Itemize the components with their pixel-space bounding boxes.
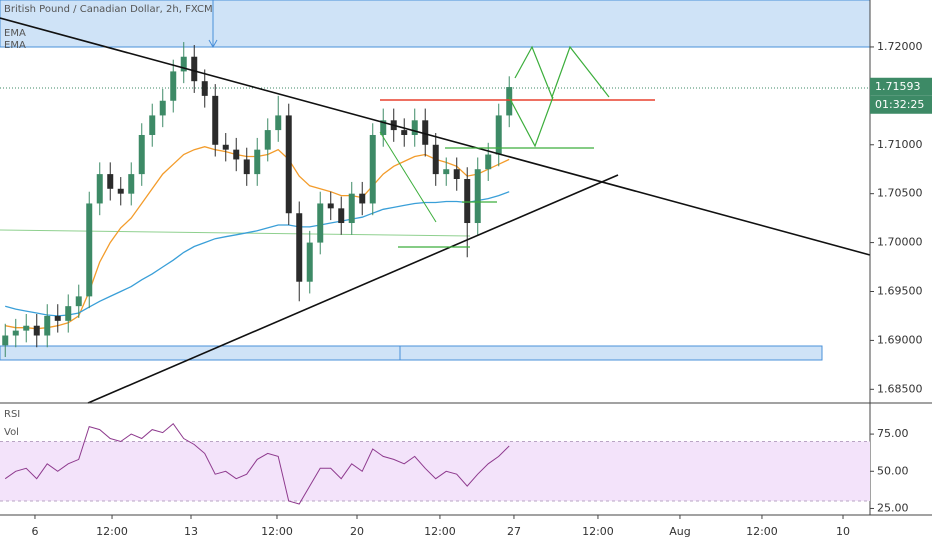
green-line <box>379 131 437 223</box>
candle-body <box>380 120 387 135</box>
candle-body <box>411 120 418 135</box>
indicator-label: EMA <box>4 28 26 39</box>
x-tick-label: 20 <box>350 525 364 538</box>
candle-body <box>86 203 93 297</box>
candle-body <box>212 95 219 145</box>
candle-body <box>117 188 124 194</box>
candle-body <box>264 130 271 150</box>
candle-body <box>96 174 103 204</box>
y-tick-label: 75.00 <box>877 427 909 440</box>
trendline <box>87 174 619 404</box>
candle-body <box>464 179 471 224</box>
candle-body <box>75 296 82 307</box>
candle-body <box>12 330 19 336</box>
candle-body <box>2 335 9 346</box>
candle-body <box>453 169 460 180</box>
x-tick-label: 13 <box>184 525 198 538</box>
candle-body <box>432 144 439 175</box>
candle-body <box>201 81 208 96</box>
candle-body <box>422 120 429 145</box>
candle-body <box>54 315 61 321</box>
candle-body <box>338 208 345 224</box>
candle-body <box>495 115 502 155</box>
candle-body <box>474 169 481 224</box>
candle-body <box>107 174 114 189</box>
candle-body <box>159 100 166 116</box>
rsi-band <box>0 441 870 502</box>
countdown-box <box>870 95 932 114</box>
y-tick-label: 1.71000 <box>877 138 923 151</box>
candle-body <box>359 193 366 204</box>
x-tick-label: 10 <box>836 525 850 538</box>
candle-body <box>23 325 30 331</box>
x-tick-label: 12:00 <box>96 525 128 538</box>
candle-body <box>170 71 177 101</box>
y-tick-label: 50.00 <box>877 464 909 477</box>
candle-body <box>485 154 492 170</box>
candle-body <box>317 203 324 243</box>
y-tick-label: 1.72000 <box>877 40 923 53</box>
candle-body <box>191 56 198 82</box>
candle-body <box>348 193 355 224</box>
candle-body <box>506 87 513 116</box>
candle-body <box>275 115 282 131</box>
candle-body <box>222 144 229 150</box>
zone-top <box>0 0 871 48</box>
candle-body <box>296 213 303 282</box>
rsi-line <box>4 422 510 505</box>
last-price-box <box>870 77 932 96</box>
indicator-label: EMA <box>4 40 26 51</box>
zone-bottom <box>0 345 823 361</box>
countdown-label: 01:32:25 <box>875 98 924 111</box>
candle-body <box>243 159 250 175</box>
x-tick-label: 12:00 <box>261 525 293 538</box>
x-tick-label: 27 <box>507 525 521 538</box>
candle-body <box>285 115 292 214</box>
candle-body <box>401 130 408 135</box>
arrow-head <box>208 39 218 49</box>
y-tick-label: 1.68500 <box>877 382 923 395</box>
candle-body <box>33 325 40 336</box>
y-tick-label: 25.00 <box>877 501 909 514</box>
last-price-label: 1.71593 <box>875 80 921 93</box>
candle-body <box>327 203 334 209</box>
candle-body <box>149 115 156 135</box>
x-tick-label: 12:00 <box>582 525 614 538</box>
indicator-label: RSI <box>4 409 20 420</box>
candle-body <box>180 56 187 72</box>
symbol-title: British Pound / Canadian Dollar, 2h, FXC… <box>4 4 213 15</box>
x-tick-label: Aug <box>669 525 690 538</box>
candle-body <box>306 242 313 282</box>
y-tick-label: 1.69500 <box>877 284 923 297</box>
candle-body <box>443 169 450 175</box>
guide-line <box>0 229 471 237</box>
y-tick-label: 1.70000 <box>877 236 923 249</box>
trendline <box>0 17 871 256</box>
candle-body <box>138 134 145 175</box>
projection <box>514 45 610 99</box>
candle-body <box>128 174 135 194</box>
x-tick-label: 6 <box>31 525 38 538</box>
candle-body <box>44 315 51 336</box>
plot <box>2 42 513 358</box>
y-tick-label: 1.70500 <box>877 187 923 200</box>
y-tick-label: 1.69000 <box>877 333 923 346</box>
candle-body <box>369 134 376 204</box>
candle-body <box>254 149 261 175</box>
indicator-label: Vol <box>4 427 19 438</box>
candle-body <box>233 149 240 160</box>
projection <box>508 96 554 148</box>
x-tick-label: 12:00 <box>746 525 778 538</box>
x-tick-label: 12:00 <box>424 525 456 538</box>
candle-body <box>65 306 72 321</box>
